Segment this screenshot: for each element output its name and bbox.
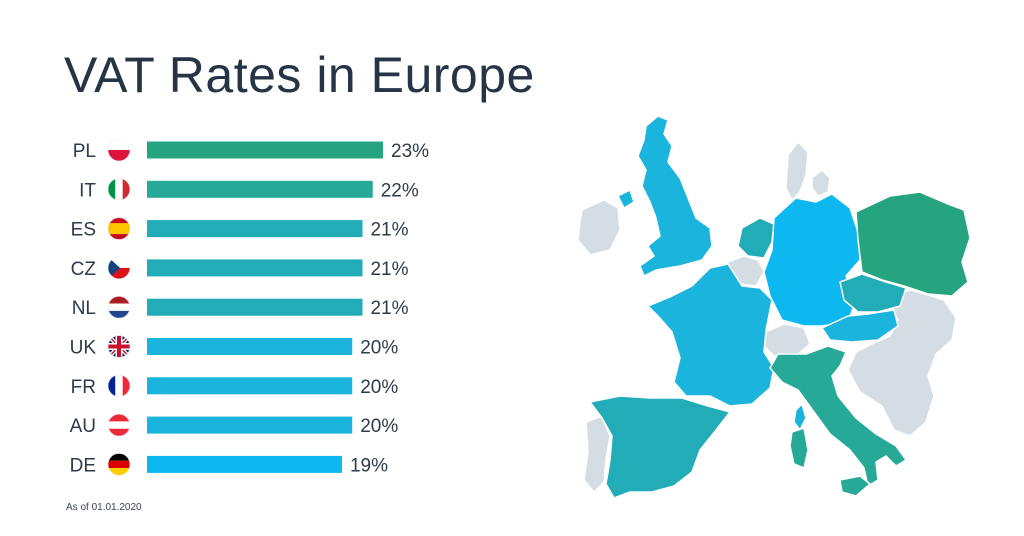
country-code-label: ES bbox=[71, 220, 96, 241]
flag-italy-icon bbox=[108, 178, 130, 201]
bar bbox=[147, 377, 353, 395]
map-corsica bbox=[793, 403, 807, 431]
bar-chart: PL 23% IT 22% ES 21% CZ 21% NL 21% UK 20% FR 20% AU 20%… bbox=[70, 139, 429, 476]
value-label: 20% bbox=[360, 416, 398, 437]
flag-germany-icon bbox=[108, 453, 130, 476]
country-code-label: AU bbox=[70, 416, 96, 437]
flag-netherlands-icon bbox=[108, 296, 130, 319]
map-austria bbox=[821, 309, 899, 343]
map-scandinavia bbox=[785, 141, 809, 201]
bar bbox=[147, 416, 353, 434]
map-sicily bbox=[839, 475, 871, 497]
map-germany bbox=[763, 193, 861, 327]
map-switzerland bbox=[763, 323, 811, 357]
map-italy bbox=[769, 345, 907, 487]
map-uk bbox=[637, 115, 713, 277]
flag-czechia-icon bbox=[108, 256, 130, 279]
flag-spain-icon bbox=[108, 217, 130, 240]
chart-title: VAT Rates in Europe bbox=[64, 47, 535, 103]
country-code-label: NL bbox=[72, 298, 96, 319]
flag-austria-icon bbox=[108, 414, 130, 437]
value-label: 21% bbox=[370, 220, 408, 241]
map-northern-ireland bbox=[617, 189, 635, 209]
map-denmark bbox=[811, 169, 831, 197]
value-label: 22% bbox=[381, 180, 419, 201]
map-other-countries bbox=[577, 141, 957, 493]
country-code-label: PL bbox=[73, 141, 96, 162]
map-sardinia bbox=[789, 427, 809, 469]
map-czechia bbox=[839, 273, 907, 313]
map-eastern-europe bbox=[847, 289, 957, 437]
flag-uk-icon bbox=[108, 335, 130, 358]
flag-france-icon bbox=[108, 374, 130, 397]
bar bbox=[147, 220, 363, 238]
bar bbox=[147, 455, 342, 473]
country-code-label: UK bbox=[70, 338, 97, 359]
country-code-label: CZ bbox=[71, 259, 97, 280]
country-code-label: DE bbox=[70, 455, 96, 476]
value-label: 20% bbox=[360, 377, 398, 398]
bar bbox=[147, 298, 363, 316]
map-poland bbox=[855, 191, 971, 297]
value-label: 19% bbox=[350, 455, 388, 476]
map-france bbox=[647, 263, 775, 407]
bar bbox=[147, 259, 363, 277]
date-note: As of 01.01.2020 bbox=[66, 502, 142, 513]
map-ireland bbox=[577, 199, 621, 256]
bar bbox=[147, 141, 383, 159]
europe-map bbox=[577, 115, 971, 499]
bar bbox=[147, 180, 373, 198]
country-code-label: IT bbox=[79, 180, 96, 201]
flag-poland-icon bbox=[108, 139, 130, 161]
value-label: 21% bbox=[370, 259, 408, 280]
value-label: 21% bbox=[370, 298, 408, 319]
map-netherlands bbox=[737, 217, 775, 259]
value-label: 23% bbox=[391, 141, 429, 162]
country-code-label: FR bbox=[71, 377, 96, 398]
bar bbox=[147, 338, 353, 355]
map-spain bbox=[589, 395, 731, 499]
value-label: 20% bbox=[360, 338, 398, 359]
